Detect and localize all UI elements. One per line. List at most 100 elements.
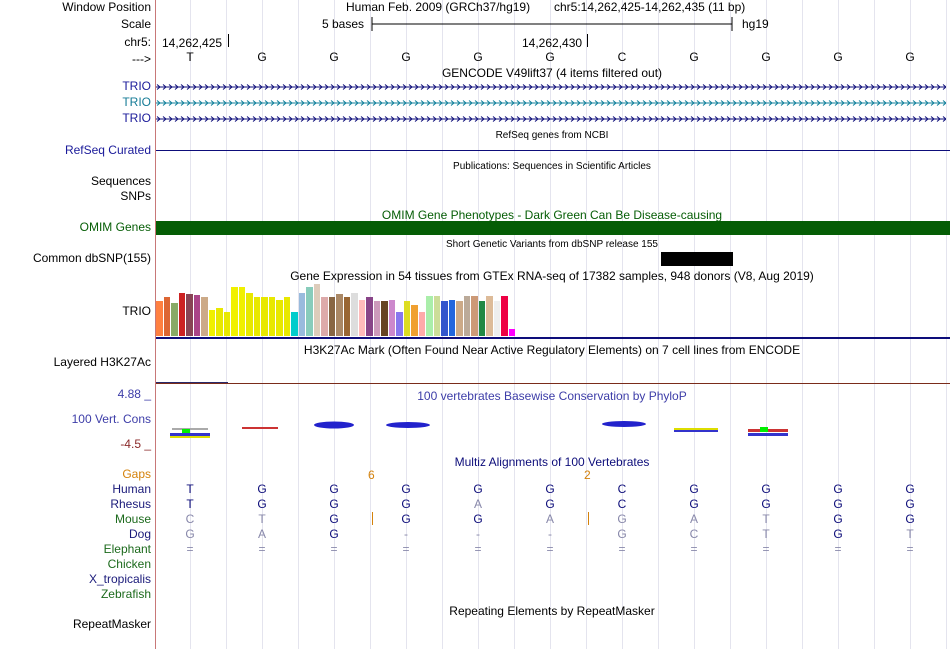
alignment-base-elephant: =	[186, 542, 194, 556]
track-label-sequences[interactable]: Sequences	[90, 174, 151, 188]
gtex-bar[interactable]	[298, 293, 305, 336]
grid-line	[730, 0, 731, 649]
omim-gene-block[interactable]	[156, 221, 950, 235]
gtex-bar[interactable]	[231, 287, 238, 336]
alignment-base-mouse: G	[617, 512, 627, 526]
track-label-snps[interactable]: SNPs	[120, 189, 151, 203]
gtex-bar[interactable]	[433, 296, 440, 336]
gtex-bar[interactable]	[456, 301, 463, 336]
gtex-bar[interactable]	[343, 297, 350, 336]
phylop-logo[interactable]	[156, 415, 950, 440]
gtex-bar[interactable]	[223, 312, 230, 336]
refseq-gene-line[interactable]	[156, 150, 950, 151]
gtex-bar[interactable]	[463, 296, 470, 336]
gtex-bar[interactable]	[373, 301, 380, 336]
alignment-base-rhesus: G	[689, 497, 699, 511]
gene-line-trio-3[interactable]	[156, 116, 946, 122]
species-label-elephant[interactable]: Elephant	[103, 542, 151, 556]
gap-count: 2	[584, 468, 591, 482]
gtex-bar[interactable]	[351, 293, 358, 336]
gtex-bar[interactable]	[448, 300, 455, 336]
gtex-bar[interactable]	[246, 293, 253, 336]
gtex-bar-chart[interactable]	[156, 284, 556, 336]
species-label-mouse[interactable]: Mouse	[114, 512, 151, 526]
gtex-bar[interactable]	[426, 296, 433, 336]
gtex-bar[interactable]	[403, 301, 410, 336]
gtex-bar[interactable]	[201, 297, 208, 336]
gtex-bar[interactable]	[381, 301, 388, 336]
gtex-bar[interactable]	[291, 312, 298, 336]
track-label-dbsnp[interactable]: Common dbSNP(155)	[32, 251, 151, 265]
track-label-gtex-trio[interactable]: TRIO	[122, 304, 151, 318]
species-label-rhesus[interactable]: Rhesus	[110, 497, 151, 511]
track-label-repeatmasker[interactable]: RepeatMasker	[72, 617, 151, 631]
dbsnp-variant[interactable]	[661, 252, 733, 266]
gtex-bar[interactable]	[193, 295, 200, 336]
gtex-bar[interactable]	[471, 296, 478, 336]
track-label-refseq[interactable]: RefSeq Curated	[64, 143, 151, 157]
gtex-bar[interactable]	[411, 305, 418, 336]
gtex-bar[interactable]	[238, 287, 245, 336]
gtex-bar[interactable]	[396, 312, 403, 336]
gtex-bar[interactable]	[328, 297, 335, 336]
track-label-trio-2[interactable]: TRIO	[122, 95, 151, 109]
gtex-bar[interactable]	[283, 297, 290, 336]
gaps-label: Gaps	[122, 467, 151, 481]
track-label-omim[interactable]: OMIM Genes	[79, 220, 151, 234]
base: T	[186, 50, 194, 64]
species-label-dog[interactable]: Dog	[128, 527, 151, 541]
gtex-bar[interactable]	[208, 310, 215, 336]
species-label-zebrafish[interactable]: Zebrafish	[100, 587, 151, 601]
gtex-bar[interactable]	[261, 297, 268, 336]
h3k27ac-signal[interactable]	[156, 383, 950, 384]
track-data-area[interactable]: Human Feb. 2009 (GRCh37/hg19) chr5:14,26…	[156, 0, 950, 649]
track-label-trio-1[interactable]: TRIO	[122, 79, 151, 93]
gtex-bar[interactable]	[478, 301, 485, 336]
gtex-bar[interactable]	[441, 301, 448, 336]
gtex-bar[interactable]	[336, 294, 343, 336]
gtex-bar[interactable]	[216, 308, 223, 336]
alignment-base-rhesus: G	[329, 497, 339, 511]
gtex-bar[interactable]	[508, 329, 515, 336]
species-label-human[interactable]: Human	[112, 482, 151, 496]
alignment-base-elephant: =	[618, 542, 626, 556]
alignment-base-mouse: G	[905, 512, 915, 526]
h3k27ac-signal-peak	[156, 382, 228, 383]
gtex-bar[interactable]	[358, 300, 365, 336]
gtex-bar[interactable]	[306, 287, 313, 336]
gtex-bar[interactable]	[268, 297, 275, 336]
gtex-bar[interactable]	[493, 301, 500, 336]
gtex-bar[interactable]	[178, 293, 185, 336]
gtex-bar[interactable]	[486, 296, 493, 336]
gtex-bar[interactable]	[276, 300, 283, 336]
gtex-bar[interactable]	[501, 296, 508, 336]
repeatmasker-title: Repeating Elements by RepeatMasker	[449, 604, 655, 618]
track-label-trio-3[interactable]: TRIO	[122, 111, 151, 125]
gtex-bar[interactable]	[163, 297, 170, 336]
gtex-bar[interactable]	[156, 301, 163, 336]
gtex-baseline	[156, 337, 950, 339]
species-label-chicken[interactable]: Chicken	[107, 557, 151, 571]
gene-line-trio-1[interactable]	[156, 84, 946, 90]
gtex-bar[interactable]	[388, 300, 395, 336]
gtex-bar[interactable]	[253, 297, 260, 336]
gtex-title: Gene Expression in 54 tissues from GTEx …	[290, 269, 814, 283]
gtex-bar[interactable]	[366, 297, 373, 336]
scale-bar	[371, 17, 733, 31]
alignment-base-elephant: =	[474, 542, 482, 556]
gtex-bar[interactable]	[418, 312, 425, 336]
gtex-bar[interactable]	[313, 284, 320, 336]
gtex-bar[interactable]	[171, 303, 178, 336]
gene-line-trio-2[interactable]	[156, 100, 946, 106]
alignment-base-mouse: G	[329, 512, 339, 526]
coord-tick	[228, 34, 229, 47]
alignment-base-rhesus: G	[545, 497, 555, 511]
species-label-xtropicalis[interactable]: X_tropicalis	[88, 572, 151, 586]
track-label-vert-cons[interactable]: 100 Vert. Cons	[71, 412, 151, 426]
gtex-bar[interactable]	[186, 294, 193, 336]
gtex-bar[interactable]	[321, 297, 328, 336]
grid-line	[694, 0, 695, 649]
coord-mid: 14,262,430	[522, 36, 583, 50]
track-label-h3k27ac[interactable]: Layered H3K27Ac	[53, 355, 151, 369]
